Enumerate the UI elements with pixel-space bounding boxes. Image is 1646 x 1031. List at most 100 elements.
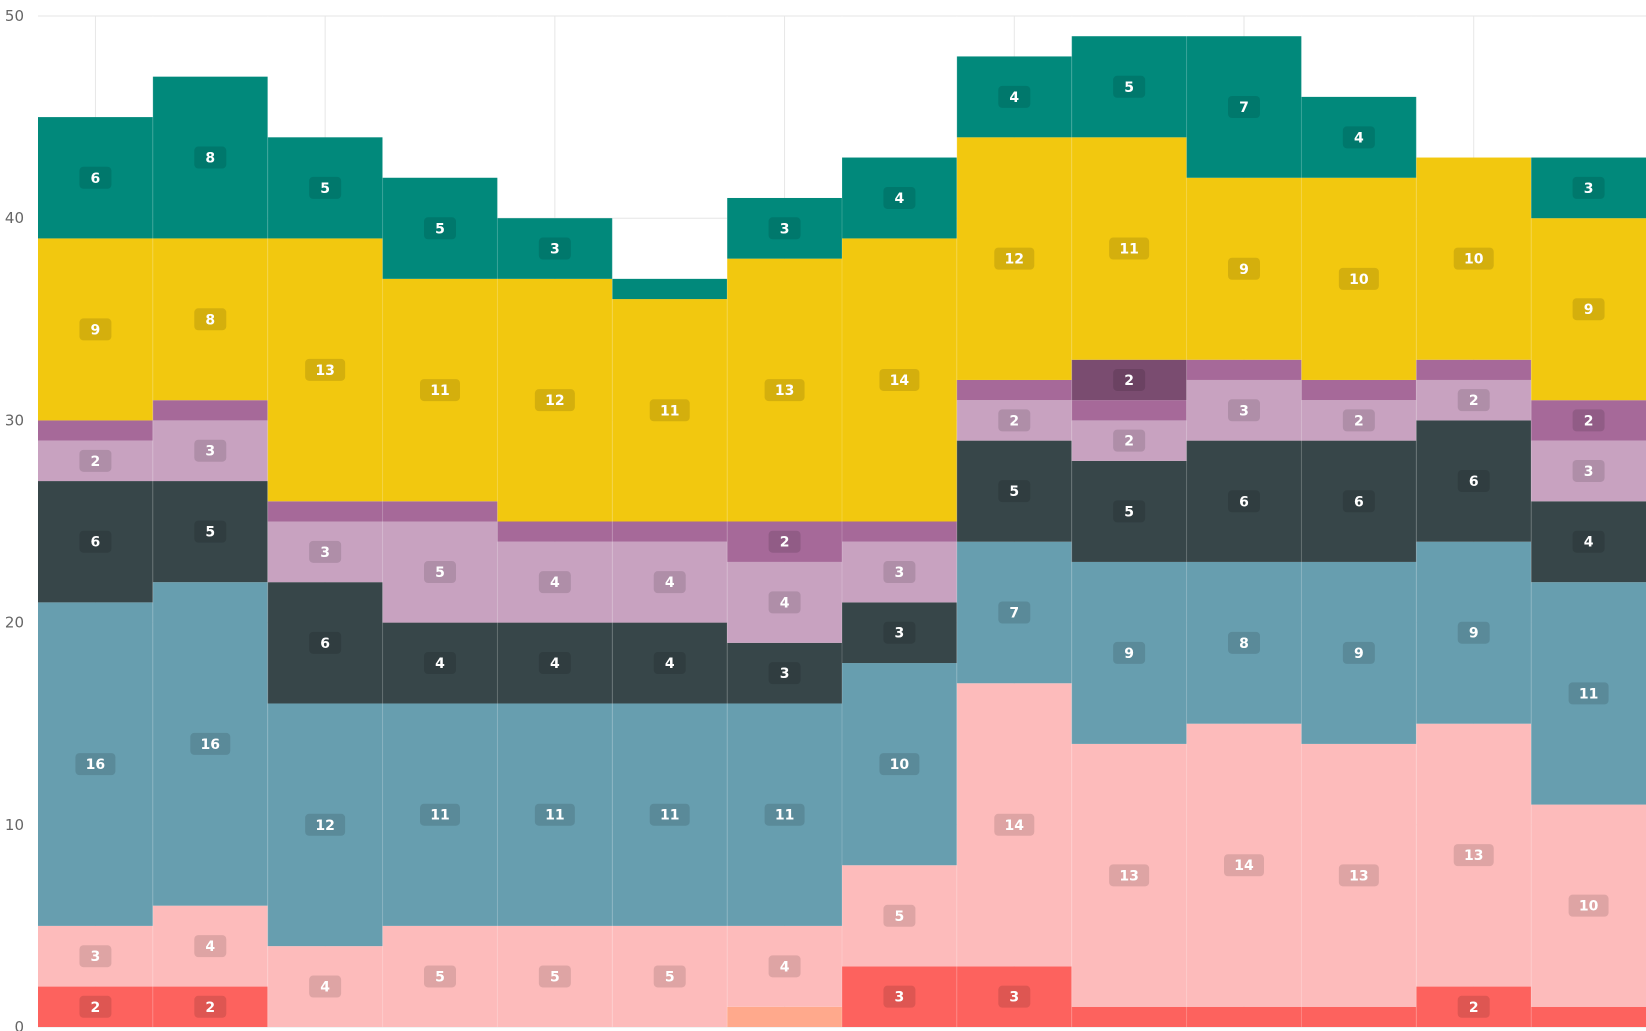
data-label-badge xyxy=(538,965,571,988)
data-label-badge xyxy=(79,166,112,189)
data-label-badge xyxy=(768,217,801,240)
data-label-badge xyxy=(1228,257,1260,280)
bar-segment xyxy=(1071,561,1187,744)
bar-segment xyxy=(842,157,957,239)
data-label: 7 xyxy=(1239,100,1249,116)
data-label: 8 xyxy=(205,312,215,328)
bar-segment xyxy=(382,622,498,704)
data-label-badge xyxy=(79,945,112,968)
data-label: 4 xyxy=(435,656,445,672)
data-label: 4 xyxy=(1009,90,1019,106)
data-label: 3 xyxy=(91,949,101,965)
data-label-badge xyxy=(305,813,346,836)
data-label: 10 xyxy=(1579,899,1599,915)
data-label: 3 xyxy=(895,565,905,581)
data-label: 2 xyxy=(1469,393,1479,409)
data-label: 7 xyxy=(1009,605,1019,621)
data-label: 9 xyxy=(1239,262,1249,278)
data-label-badge xyxy=(994,247,1035,270)
data-label: 12 xyxy=(545,393,564,409)
bar-segment xyxy=(842,865,957,967)
data-labels: 2 3 16 6 2 9 6 2 4 16 5 3 8 8 4 12 6 3 13 5 5 11 4 5 11 5 5 11 4 4 12 3… xyxy=(75,75,1609,1018)
data-label: 4 xyxy=(1584,535,1594,551)
bar-segment xyxy=(38,420,153,441)
bar-segment xyxy=(1416,723,1532,987)
data-label-badge xyxy=(1113,641,1146,664)
data-label-badge xyxy=(420,379,460,402)
data-label-badge xyxy=(653,571,686,594)
bar-segment xyxy=(612,299,728,522)
bar-segment xyxy=(152,481,268,583)
data-label-badge xyxy=(538,237,571,260)
data-label-badge xyxy=(883,985,916,1008)
data-label: 3 xyxy=(895,990,905,1006)
data-label: 16 xyxy=(201,737,220,753)
data-label: 2 xyxy=(205,1000,215,1016)
bar-segment xyxy=(267,137,383,239)
data-label-badge xyxy=(1342,409,1375,432)
bar-segment xyxy=(1071,137,1187,360)
data-label-badge xyxy=(194,935,227,958)
bar-segment xyxy=(1531,1006,1646,1027)
data-label-badge xyxy=(998,85,1031,108)
data-label-badge xyxy=(768,662,801,685)
bar-segment xyxy=(38,117,153,239)
bar-segment xyxy=(1301,561,1417,744)
bar-segment xyxy=(497,703,613,926)
data-label-badge xyxy=(1457,621,1490,644)
data-label: 12 xyxy=(1005,252,1024,268)
data-label: 4 xyxy=(665,575,675,591)
data-label-badge xyxy=(883,561,916,584)
data-label: 13 xyxy=(775,383,794,399)
data-label-badge xyxy=(1228,490,1260,513)
data-label: 9 xyxy=(1354,646,1364,662)
data-label: 13 xyxy=(1349,868,1368,884)
bar-segment xyxy=(1186,379,1302,441)
data-label-badge xyxy=(879,753,920,776)
bar-segment xyxy=(1301,400,1417,441)
bar-segment xyxy=(1416,420,1532,542)
data-label-badge xyxy=(768,530,801,553)
data-label: 2 xyxy=(1584,413,1594,429)
bar-segment xyxy=(497,925,613,1027)
data-label-badge xyxy=(1457,995,1490,1018)
bar-segment xyxy=(1186,177,1302,360)
data-label: 14 xyxy=(1234,858,1254,874)
data-label: 13 xyxy=(1464,848,1483,864)
bar-segment xyxy=(727,521,842,562)
bar-segment xyxy=(612,703,728,926)
data-label-badge xyxy=(998,480,1031,503)
data-label-badge xyxy=(309,975,342,998)
bar-segment xyxy=(1416,359,1532,380)
bar-segment xyxy=(956,966,1072,1027)
data-label: 4 xyxy=(550,575,560,591)
bar-segments xyxy=(38,16,1646,1027)
y-tick-label: 10 xyxy=(5,816,24,834)
data-label: 5 xyxy=(1009,484,1019,500)
data-label-badge xyxy=(653,652,686,675)
data-label-badge xyxy=(194,439,227,462)
bar-segment xyxy=(1531,582,1646,805)
data-label: 9 xyxy=(91,322,101,338)
data-label: 6 xyxy=(1469,474,1479,490)
data-label-badge xyxy=(764,803,805,826)
bar-segment xyxy=(38,602,153,926)
data-label: 6 xyxy=(1239,494,1249,510)
bar-segment xyxy=(1071,420,1187,461)
data-label-badge xyxy=(883,904,916,927)
bar-segment xyxy=(1531,400,1646,441)
data-label: 4 xyxy=(1354,130,1364,146)
bar-segment xyxy=(1531,157,1646,219)
bar-segment xyxy=(267,703,383,947)
bar-segment xyxy=(1186,359,1302,380)
bar-segment xyxy=(956,440,1072,542)
bar-segment xyxy=(382,521,498,623)
bar-segment xyxy=(727,703,842,926)
data-label-badge xyxy=(309,631,342,654)
data-label: 3 xyxy=(1009,990,1019,1006)
data-label-badge xyxy=(1113,429,1146,452)
data-label-badge xyxy=(1228,631,1260,654)
data-label: 3 xyxy=(1584,464,1594,480)
data-label: 11 xyxy=(430,808,449,824)
data-label-badge xyxy=(1228,399,1260,422)
